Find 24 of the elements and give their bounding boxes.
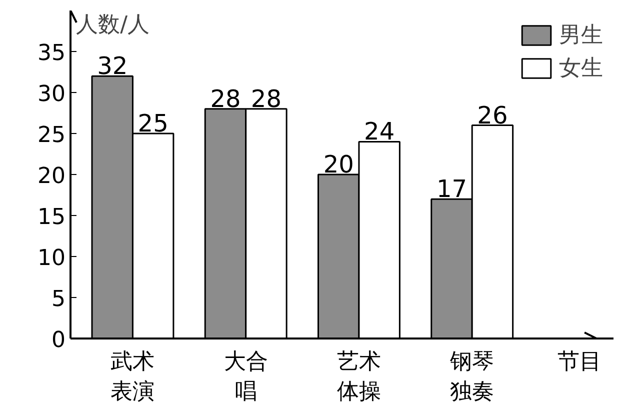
y-tick-label: 0 bbox=[52, 328, 66, 353]
data-label: 20 bbox=[323, 150, 354, 178]
y-tick-label: 10 bbox=[38, 246, 66, 271]
y-tick-label: 5 bbox=[52, 287, 66, 312]
data-label: 25 bbox=[138, 110, 168, 138]
data-label: 17 bbox=[436, 175, 468, 204]
x-tick-label: 大合唱 bbox=[224, 350, 268, 404]
x-tick-label: 艺术体操 bbox=[336, 350, 381, 404]
y-tick-label: 20 bbox=[38, 164, 66, 189]
y-tick-label: 15 bbox=[38, 205, 66, 230]
y-tick-label: 35 bbox=[38, 41, 66, 66]
data-label: 32 bbox=[97, 52, 128, 80]
x-axis-title: 节目 bbox=[558, 350, 602, 374]
x-tick-label: 钢琴独奏 bbox=[449, 350, 494, 404]
legend-label: 女生 bbox=[559, 55, 603, 83]
legend-label: 男生 bbox=[559, 22, 603, 50]
data-label: 28 bbox=[210, 84, 241, 113]
data-label: 28 bbox=[250, 84, 282, 113]
data-label: 26 bbox=[477, 101, 508, 130]
x-tick-label: 武术表演 bbox=[110, 350, 155, 404]
y-tick-label: 25 bbox=[38, 123, 66, 148]
data-label: 24 bbox=[364, 118, 395, 146]
y-tick-label: 30 bbox=[38, 82, 66, 107]
y-axis-title: 人数/人 bbox=[76, 12, 150, 38]
